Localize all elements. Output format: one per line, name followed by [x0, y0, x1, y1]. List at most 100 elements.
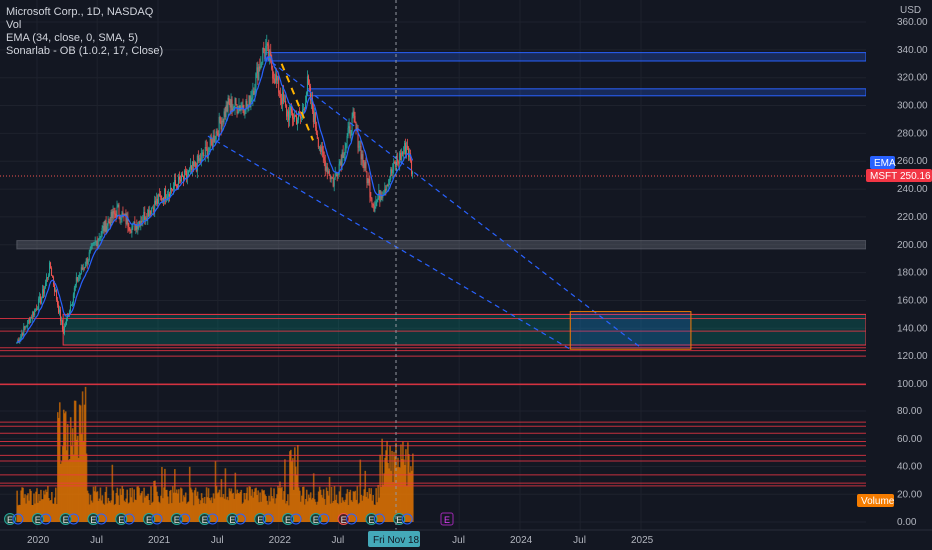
volume-bar — [320, 494, 323, 522]
volume-indicator-label[interactable]: Vol — [6, 19, 22, 31]
earnings-marker[interactable]: E — [59, 513, 80, 526]
price-axis-tick: 340.00 — [897, 45, 928, 56]
ema-indicator-label[interactable]: EMA (34, close, 0, SMA, 5) — [6, 32, 139, 44]
earnings-marker[interactable]: E — [309, 513, 330, 526]
candle-body — [326, 166, 328, 174]
candle-body — [155, 200, 157, 205]
volume-bar — [380, 486, 382, 522]
volume-bar — [409, 472, 411, 522]
candle-body — [212, 135, 214, 147]
earnings-marker[interactable]: E — [254, 513, 274, 526]
volume-bar — [16, 490, 18, 522]
candle-body — [129, 230, 131, 231]
candle-body — [392, 169, 394, 173]
candle-body — [186, 175, 188, 178]
candle-body — [388, 179, 390, 187]
candle-body — [194, 161, 196, 167]
candle-body — [170, 187, 172, 198]
volume-bar — [368, 488, 371, 522]
candle-body — [169, 194, 171, 198]
candle-body — [48, 275, 50, 278]
candle-body — [22, 333, 24, 336]
volume-bar — [147, 493, 149, 522]
candle-body — [258, 66, 260, 81]
symbol-badge — [866, 169, 932, 182]
volume-bar — [255, 487, 257, 522]
candle-body — [381, 195, 383, 198]
volume-bar — [44, 494, 46, 522]
candle-body — [203, 155, 205, 157]
volume-bar — [342, 500, 345, 522]
candle-body — [107, 221, 109, 226]
candle-body — [25, 326, 27, 328]
cursor-date-badge — [368, 531, 420, 547]
candle-body — [303, 108, 305, 110]
volume-bar — [309, 492, 312, 522]
volume-bar — [378, 497, 380, 522]
earnings-marker[interactable]: E — [170, 513, 191, 526]
order-block-zones[interactable] — [16, 52, 867, 346]
volume-bar — [335, 494, 338, 522]
earnings-marker[interactable]: E — [87, 513, 107, 526]
drawing-tools[interactable] — [207, 56, 692, 350]
candle-body — [217, 132, 219, 136]
symbol-title[interactable]: Microsoft Corp., 1D, NASDAQ — [6, 6, 154, 18]
volume-bar — [179, 487, 182, 522]
volume-bar — [226, 496, 229, 522]
dividend-icon — [40, 513, 52, 525]
earnings-marker-upcoming[interactable]: E — [440, 512, 454, 526]
earnings-marker[interactable]: E — [115, 513, 135, 526]
candle-body — [126, 216, 128, 224]
candle-body — [88, 252, 90, 261]
volume-bar — [371, 500, 373, 522]
volume-bar — [239, 491, 242, 522]
time-axis-label: Jul — [452, 535, 465, 546]
candle-body — [52, 275, 54, 278]
earnings-marker[interactable]: E — [143, 513, 163, 526]
volume-bar — [104, 491, 107, 522]
time-axis[interactable]: 2020 Jul 2021 Jul 2022 Jul Jul 2024 Jul 2025 — [27, 535, 654, 546]
volume-bar — [337, 504, 340, 522]
price-axis[interactable]: 360.00 340.00 320.00 300.00 280.00 260.00 240.… — [897, 17, 928, 528]
volume-bar — [256, 494, 258, 522]
volume-bar — [223, 498, 226, 522]
volume-bar — [119, 488, 122, 522]
price-axis-background[interactable] — [866, 0, 932, 530]
volume-bar — [152, 501, 154, 522]
candle-body — [30, 317, 32, 323]
volume-bar — [402, 441, 404, 522]
earnings-marker[interactable]: E — [365, 513, 385, 526]
candle-body — [306, 76, 308, 93]
candle-body — [125, 213, 127, 224]
candle-body — [29, 319, 31, 323]
volume-bar — [232, 492, 235, 522]
earnings-marker[interactable]: E — [198, 513, 219, 526]
volume-bar — [204, 503, 207, 522]
volume-bar — [363, 489, 366, 522]
earnings-marker[interactable]: E — [4, 513, 24, 526]
earnings-marker[interactable]: E — [226, 513, 246, 526]
candle-body — [317, 138, 319, 148]
candle-body — [134, 221, 136, 231]
earnings-marker[interactable]: E — [282, 513, 302, 526]
candle-body — [329, 175, 331, 180]
volume-bar — [187, 501, 190, 522]
candle-body — [374, 206, 376, 212]
orderblock-indicator-label[interactable]: Sonarlab - OB (1.0.2, 17, Close) — [6, 45, 164, 57]
volume-bar — [80, 434, 83, 522]
volume-bar — [100, 500, 103, 522]
time-axis-background[interactable] — [0, 530, 932, 550]
volume-bar — [178, 502, 181, 522]
candle-body — [260, 63, 262, 69]
volume-bar — [348, 491, 351, 522]
candle-body — [265, 45, 267, 52]
candle-body — [99, 237, 101, 239]
volume-bar — [105, 486, 108, 522]
candle-body — [390, 169, 392, 180]
earnings-marker[interactable]: E — [31, 513, 52, 526]
earnings-marker[interactable]: E — [337, 513, 358, 526]
candle-body — [313, 112, 315, 123]
earnings-icon — [226, 513, 239, 525]
